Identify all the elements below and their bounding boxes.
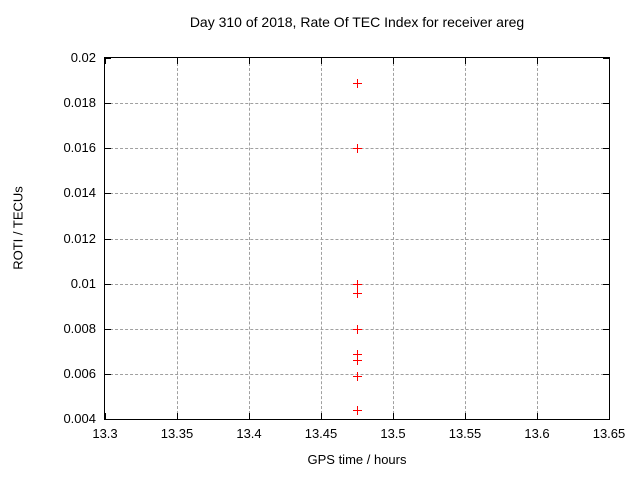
y-tick [105, 283, 111, 285]
x-tick-label: 13.45 [304, 426, 338, 441]
x-tick [321, 413, 322, 419]
x-tick [249, 413, 250, 419]
x-axis-label: GPS time / hours [307, 452, 407, 467]
x-tick [105, 413, 106, 419]
x-tick [537, 58, 538, 64]
x-tick [321, 58, 322, 64]
marker-vertical-bar [357, 324, 358, 334]
x-tick-label: 13.6 [524, 426, 550, 441]
x-tick [105, 58, 106, 64]
marker-vertical-bar [357, 78, 358, 88]
marker-vertical-bar [357, 288, 358, 298]
y-tick-label: 0.016 [63, 140, 96, 156]
data-point-marker [353, 356, 362, 366]
x-tick [609, 58, 610, 64]
y-gridline [105, 103, 609, 105]
x-tick-label: 13.35 [160, 426, 194, 441]
y-tick-label: 0.02 [70, 50, 96, 65]
x-tick [465, 413, 466, 419]
data-point-marker [353, 405, 362, 415]
x-tick [465, 58, 466, 64]
y-tick [603, 373, 609, 375]
x-tick [609, 413, 610, 419]
x-tick [393, 58, 394, 64]
y-tick [105, 148, 111, 150]
plot-area [104, 57, 610, 420]
y-tick [603, 238, 609, 240]
y-tick-label: 0.018 [63, 95, 96, 111]
y-tick [105, 419, 111, 420]
marker-vertical-bar [357, 356, 358, 366]
x-tick-label: 13.5 [380, 426, 406, 441]
y-tick [603, 328, 609, 330]
x-tick [177, 58, 178, 64]
marker-vertical-bar [357, 349, 358, 359]
y-tick [105, 328, 111, 330]
y-tick [105, 103, 111, 105]
data-point-marker [353, 349, 362, 359]
marker-vertical-bar [357, 279, 358, 289]
marker-vertical-bar [357, 144, 358, 154]
y-tick [603, 283, 609, 285]
y-tick [603, 58, 609, 59]
y-tick [603, 419, 609, 420]
y-tick [603, 103, 609, 105]
x-tick [177, 413, 178, 419]
y-tick [603, 148, 609, 150]
data-point-marker [353, 78, 362, 88]
y-tick-label: 0.006 [63, 365, 96, 381]
data-point-marker [353, 288, 362, 298]
y-tick [105, 373, 111, 375]
y-gridline [105, 193, 609, 195]
data-point-marker [353, 144, 362, 154]
y-tick [105, 58, 111, 59]
chart-title: Day 310 of 2018, Rate Of TEC Index for r… [189, 14, 525, 30]
y-tick-label: 0.004 [63, 411, 96, 426]
x-tick [249, 58, 250, 64]
y-tick [105, 238, 111, 240]
y-tick [603, 193, 609, 195]
y-tick-label: 0.008 [63, 320, 96, 336]
x-tick-label: 13.65 [592, 426, 626, 441]
y-tick [105, 193, 111, 195]
y-gridline [105, 238, 609, 240]
x-tick [393, 413, 394, 419]
x-tick [537, 413, 538, 419]
x-tick-label: 13.4 [236, 426, 262, 441]
y-tick-label: 0.01 [70, 275, 96, 291]
x-tick-label: 13.55 [448, 426, 482, 441]
y-tick-label: 0.012 [63, 230, 96, 246]
data-point-marker [353, 324, 362, 334]
marker-vertical-bar [357, 405, 358, 415]
x-tick-label: 13.3 [92, 426, 118, 441]
data-point-marker [353, 372, 362, 382]
y-tick-label: 0.014 [63, 185, 96, 201]
marker-vertical-bar [357, 372, 358, 382]
data-point-marker [353, 279, 362, 289]
